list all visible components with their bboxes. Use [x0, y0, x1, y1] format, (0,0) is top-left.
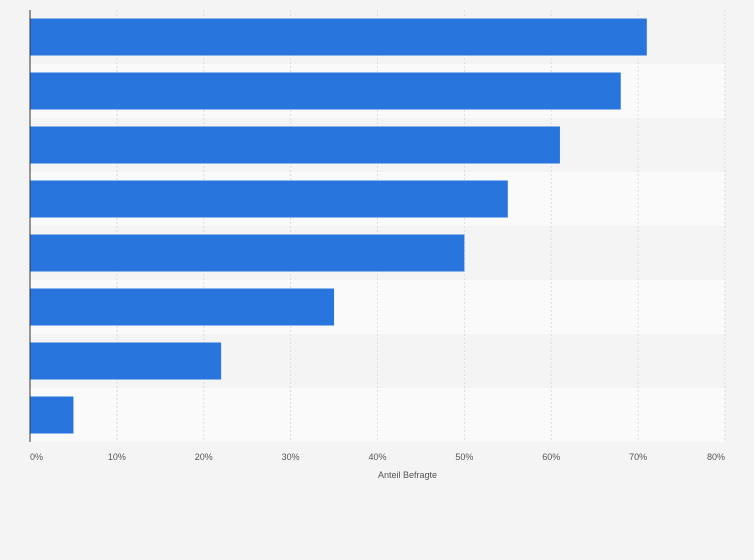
bar[interactable]	[30, 342, 222, 380]
bar[interactable]	[30, 234, 465, 272]
bar[interactable]	[30, 126, 560, 164]
bar[interactable]	[30, 18, 647, 56]
x-tick-label: 80%	[707, 452, 725, 462]
bar[interactable]	[30, 396, 74, 434]
x-tick-label: 30%	[282, 452, 300, 462]
x-tick-label: 0%	[30, 452, 43, 462]
x-tick-label: 50%	[455, 452, 473, 462]
bar[interactable]	[30, 72, 621, 110]
x-tick-label: 60%	[542, 452, 560, 462]
bar[interactable]	[30, 288, 335, 326]
x-tick-label: 20%	[195, 452, 213, 462]
bar[interactable]	[30, 180, 508, 218]
x-tick-label: 40%	[368, 452, 386, 462]
x-tick-label: 70%	[629, 452, 647, 462]
x-axis-title: Anteil Befragte	[378, 470, 437, 480]
x-tick-label: 10%	[108, 452, 126, 462]
bars	[30, 18, 647, 434]
x-axis-ticks: 0% 10% 20% 30% 40% 50% 60% 70% 80%	[30, 452, 725, 462]
